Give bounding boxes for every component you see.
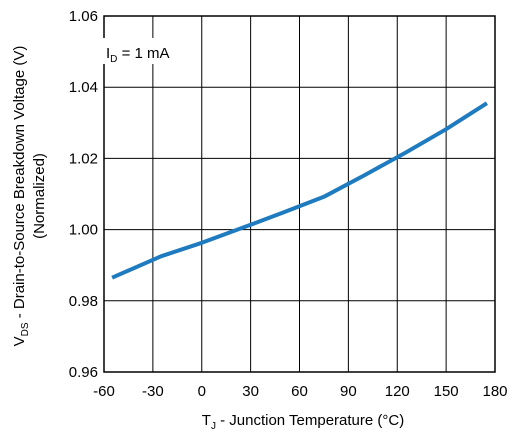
series-layer (111, 101, 488, 280)
x-tick-label: 60 (291, 383, 308, 400)
x-tick-label: 90 (340, 383, 357, 400)
x-axis-label-main: T (202, 412, 211, 429)
grid (103, 15, 496, 373)
y-tick-label: 0.98 (69, 293, 98, 310)
series-line (111, 101, 488, 280)
y-axis-label-line2: (Normalized) (31, 153, 48, 239)
x-tick-label: 0 (198, 383, 206, 400)
x-axis-label-rest: - Junction Temperature (°C) (216, 412, 404, 429)
annotation-sub: D (110, 54, 117, 65)
x-tick-label: 150 (434, 383, 459, 400)
y-axis-label-line1: VDS - Drain-to-Source Breakdown Voltage … (11, 46, 31, 347)
y-axis-label-main: V (11, 336, 28, 346)
annotation-main: I (106, 45, 110, 62)
annotation: ID = 1 mA (106, 45, 170, 65)
x-axis-label-sub: J (211, 421, 216, 432)
y-tick-label: 1.02 (69, 150, 98, 167)
y-tick-label: 1.04 (69, 79, 98, 96)
x-tick-label: 180 (482, 383, 507, 400)
x-axis-label: TJ - Junction Temperature (°C) (202, 412, 404, 432)
y-tick-label: 1.06 (69, 8, 98, 25)
x-tick-label: 120 (385, 383, 410, 400)
annotation-background (100, 38, 192, 64)
y-tick-label: 0.96 (69, 364, 98, 381)
x-tick-label: 30 (242, 383, 259, 400)
y-tick-labels: 0.96 0.98 1.00 1.02 1.04 1.06 (69, 8, 98, 381)
annotation-rest: = 1 mA (117, 45, 169, 62)
y-axis-label-rest: - Drain-to-Source Breakdown Voltage (V) (11, 46, 28, 323)
y-axis-label-sub: DS (20, 322, 31, 336)
x-tick-label: -30 (142, 383, 164, 400)
plot-frame (103, 15, 496, 373)
y-tick-label: 1.00 (69, 222, 98, 239)
x-tick-label: -60 (93, 383, 115, 400)
x-tick-labels: -60 -30 0 30 60 90 120 150 180 (93, 383, 507, 400)
